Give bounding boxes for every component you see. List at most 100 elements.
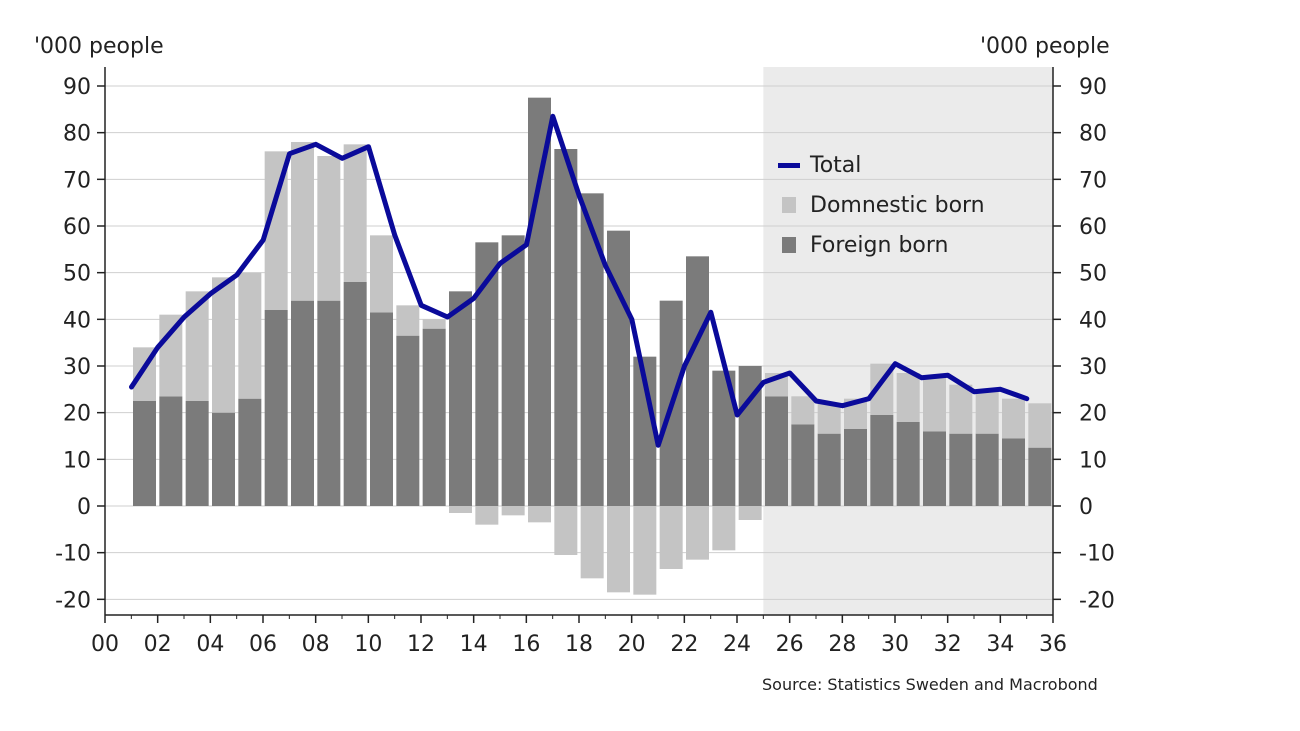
bar-foreign-2034 (1002, 438, 1025, 506)
legend-label-total: Total (810, 152, 862, 178)
bar-foreign-2033 (975, 433, 999, 506)
x-tick-label: 02 (144, 632, 172, 657)
bar-domestic-2019 (607, 506, 630, 593)
x-tick-label: 16 (512, 632, 540, 657)
bar-foreign-2022 (686, 256, 709, 506)
bar-domestic-2009 (343, 144, 367, 282)
bar-domestic-2022 (686, 506, 709, 560)
x-tick-label: 20 (618, 632, 646, 657)
bar-domestic-2034 (1002, 398, 1025, 439)
x-tick-label: 06 (249, 632, 277, 657)
bar-domestic-2024 (738, 506, 762, 520)
bar-foreign-2012 (422, 328, 446, 506)
y-tick-label-left: 50 (63, 262, 91, 287)
bar-domestic-2027 (817, 403, 841, 434)
bar-domestic-2026 (791, 396, 815, 425)
bar-domestic-2008 (317, 156, 341, 301)
bar-domestic-2003 (185, 291, 209, 401)
legend-label-foreign: Foreign born (810, 232, 949, 258)
x-tick-label: 18 (565, 632, 593, 657)
series-line-total (129, 113, 1030, 448)
bar-domestic-2011 (396, 305, 420, 336)
y-tick-label-right: 60 (1079, 215, 1107, 240)
y-tick-label-right: 40 (1079, 308, 1107, 333)
bar-foreign-2001 (133, 401, 156, 506)
bar-domestic-2007 (291, 142, 314, 301)
y-axis-title-right: '000 people (980, 34, 1110, 59)
y-tick-label-left: 20 (63, 402, 91, 427)
y-tick-label-left: -10 (55, 542, 91, 567)
bar-foreign-2015 (501, 235, 525, 507)
bar-foreign-2029 (870, 415, 894, 506)
bar-foreign-2007 (291, 300, 314, 506)
legend: Total Domnestic born Foreign born (778, 145, 985, 265)
y-tick-label-right: 0 (1079, 495, 1093, 520)
x-tick-label: 30 (881, 632, 909, 657)
bar-domestic-2002 (159, 314, 183, 397)
bar-domestic-2004 (212, 277, 235, 413)
bar-domestic-2035 (1028, 403, 1052, 448)
bar-foreign-2026 (791, 424, 815, 506)
x-tick-label: 28 (828, 632, 856, 657)
y-tick-label-left: 40 (63, 308, 91, 333)
bar-foreign-2013 (449, 291, 472, 506)
bar-foreign-2010 (370, 312, 393, 506)
legend-swatch-total (778, 162, 800, 168)
legend-swatch-domestic (782, 197, 796, 213)
bar-foreign-2020 (633, 356, 657, 506)
bar-domestic-2016 (528, 506, 551, 523)
legend-item-foreign: Foreign born (778, 225, 985, 265)
y-tick-label-right: -20 (1079, 588, 1115, 613)
bar-domestic-2020 (633, 506, 657, 595)
y-tick-label-right: -10 (1079, 542, 1115, 567)
x-tick-label: 22 (670, 632, 698, 657)
bar-domestic-2031 (923, 375, 946, 432)
y-tick-label-left: 0 (77, 495, 91, 520)
bar-foreign-2027 (817, 433, 841, 506)
bar-foreign-2035 (1028, 447, 1052, 506)
bar-domestic-2021 (659, 506, 683, 569)
bar-domestic-2012 (422, 319, 446, 329)
x-tick-label: 14 (460, 632, 488, 657)
y-tick-label-left: -20 (55, 588, 91, 613)
legend-item-domestic: Domnestic born (778, 185, 985, 225)
bar-domestic-2014 (475, 506, 499, 525)
bar-foreign-2032 (949, 433, 973, 506)
bar-foreign-2014 (475, 242, 499, 507)
bar-domestic-2023 (712, 506, 736, 551)
bar-foreign-2004 (212, 412, 235, 506)
bar-foreign-2011 (396, 335, 420, 506)
y-tick-label-right: 20 (1079, 402, 1107, 427)
bar-foreign-2018 (580, 193, 604, 507)
y-tick-label-right: 80 (1079, 122, 1107, 147)
bar-foreign-2003 (185, 401, 209, 506)
y-tick-label-right: 70 (1079, 168, 1107, 193)
x-tick-label: 04 (196, 632, 224, 657)
y-tick-label-right: 50 (1079, 262, 1107, 287)
y-tick-label-right: 10 (1079, 448, 1107, 473)
bar-foreign-2025 (765, 396, 788, 506)
bar-domestic-2015 (501, 506, 525, 516)
x-tick-label: 24 (723, 632, 751, 657)
bar-foreign-2017 (554, 149, 578, 506)
x-tick-label: 00 (91, 632, 119, 657)
y-tick-label-left: 60 (63, 215, 91, 240)
bar-foreign-2023 (712, 370, 736, 506)
x-tick-label: 08 (302, 632, 330, 657)
bar-domestic-2005 (238, 272, 262, 399)
y-tick-label-left: 90 (63, 75, 91, 100)
x-tick-label: 32 (934, 632, 962, 657)
bar-foreign-2008 (317, 300, 341, 506)
bar-domestic-2013 (449, 506, 472, 513)
bar-foreign-2030 (896, 422, 920, 506)
bar-foreign-2006 (264, 310, 288, 506)
legend-item-total: Total (778, 145, 985, 185)
bar-foreign-2016 (528, 97, 551, 507)
bar-domestic-2010 (370, 235, 393, 313)
x-tick-label: 10 (354, 632, 382, 657)
y-tick-label-left: 70 (63, 168, 91, 193)
x-tick-label: 26 (776, 632, 804, 657)
bar-foreign-2024 (738, 366, 762, 506)
x-tick-label: 34 (986, 632, 1014, 657)
